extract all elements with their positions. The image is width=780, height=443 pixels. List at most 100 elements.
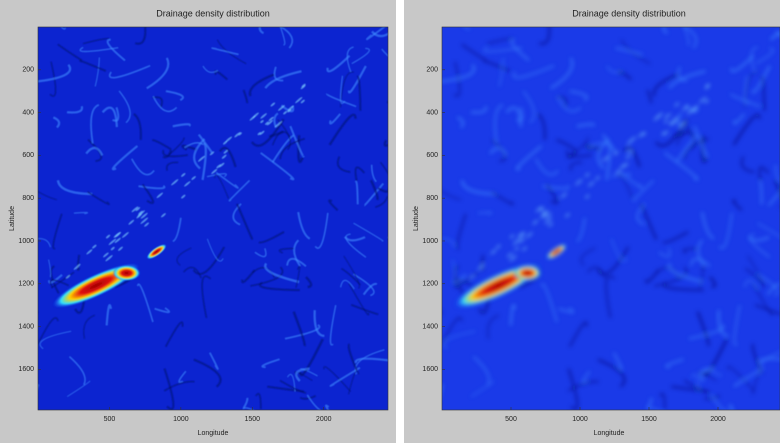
heatmap-ridge [575, 179, 583, 186]
heatmap-streak [483, 46, 523, 53]
heatmap-streak [588, 142, 608, 149]
heatmap-streak [730, 54, 755, 73]
heatmap-streak [460, 179, 497, 196]
heatmap-streak [464, 27, 471, 30]
heatmap-streak [646, 397, 653, 409]
heatmap-streak [289, 125, 305, 158]
heatmap-streak [566, 149, 592, 158]
heatmap-ridge [209, 151, 215, 156]
heatmap-streak [751, 65, 771, 94]
heatmap-streak [683, 137, 709, 160]
heatmap-streak [201, 275, 212, 319]
heatmap-streak [728, 404, 734, 410]
heatmap-streak [341, 267, 361, 286]
heatmap-ridge [518, 232, 526, 238]
heatmap-streak [659, 392, 666, 409]
heatmap-ridge [110, 246, 115, 251]
heatmap-streak [94, 57, 100, 87]
heatmap-streak [550, 57, 574, 90]
heatmap-ridge [114, 232, 122, 238]
heatmap-streak [112, 107, 120, 122]
heatmap-streak [164, 321, 184, 348]
heatmap-streak [461, 43, 487, 62]
heatmap-streak [363, 182, 385, 207]
heatmap-ridge [259, 130, 265, 136]
heatmap-streak [619, 171, 643, 189]
heatmap-streak [545, 183, 559, 205]
heatmap-streak [576, 217, 586, 243]
heatmap-ridge [564, 213, 570, 218]
heatmap-streak [184, 142, 204, 149]
heatmap-ridge [103, 252, 109, 258]
heatmap-streak [442, 191, 461, 201]
heatmap-streak [118, 90, 131, 124]
heatmap-streak [345, 233, 367, 258]
heatmap-ridge [678, 120, 687, 128]
heatmap-streak [494, 104, 504, 144]
heatmap-ridge [260, 120, 264, 124]
heatmap-streak [183, 266, 202, 279]
heatmap-streak [540, 283, 558, 323]
heatmap-streak [498, 57, 504, 87]
heatmap-streak [470, 380, 495, 398]
heatmap-streak [597, 138, 610, 170]
heatmap-streak [248, 73, 275, 97]
heatmap-streak [193, 358, 222, 388]
heatmap-ridge [541, 210, 549, 217]
heatmap-streak [106, 38, 126, 62]
heatmap-streak [758, 166, 770, 181]
heatmap-ridge [477, 263, 485, 270]
heatmap-streak [111, 145, 139, 171]
heatmap-ridge [144, 222, 150, 227]
heatmap-streak [646, 89, 653, 104]
heatmap-ridge [661, 132, 666, 136]
y-tick-label: 200 [426, 67, 438, 74]
heatmap-ridge [525, 231, 533, 238]
heatmap-streak [326, 54, 351, 73]
y-axis-label: Latitude [413, 206, 420, 231]
heatmap-background [442, 27, 780, 410]
heatmap-streak [515, 145, 543, 171]
heatmap-streak [509, 304, 517, 326]
heatmap-streak [83, 314, 96, 339]
heatmap-streak [79, 59, 107, 72]
heatmap-image [442, 27, 780, 410]
heatmap-streak [632, 179, 655, 202]
heatmap-streak [133, 113, 142, 140]
heatmap-streak [770, 31, 780, 41]
heatmap-streak [567, 368, 579, 410]
heatmap-streak [767, 190, 780, 207]
heatmap-streak [76, 254, 81, 271]
heatmap-streak [442, 237, 455, 248]
heatmap-ridge [300, 84, 306, 90]
heatmap-ridge [135, 207, 141, 212]
heatmap-ridge [544, 212, 552, 219]
y-tick-label: 1400 [18, 323, 34, 330]
heatmap-streak [348, 282, 370, 316]
heatmap-streak [351, 47, 370, 65]
heatmap-streak [366, 27, 386, 41]
heatmap-streak [314, 212, 329, 249]
heatmap-ridge [65, 274, 71, 279]
heatmap-streak [356, 75, 362, 111]
heatmap-image [38, 27, 388, 410]
heatmap-streak [610, 172, 632, 178]
heatmap-streak [567, 380, 599, 392]
heatmap-ridge [283, 110, 288, 115]
heatmap-streak [758, 357, 780, 364]
heatmap-ridge [225, 136, 233, 143]
heatmap-streak [749, 233, 771, 258]
heatmap-ridge [532, 219, 539, 225]
x-tick-label: 1000 [572, 416, 588, 423]
heatmap-hotspot [454, 244, 567, 309]
heatmap-streak [727, 366, 756, 392]
heatmap-streak [218, 146, 237, 168]
heatmap-streak [346, 46, 354, 73]
heatmap-streak [90, 104, 100, 144]
heatmap-streak [242, 397, 249, 409]
heatmap-streak [596, 246, 630, 275]
heatmap-streak [605, 275, 616, 319]
y-tick-label: 1600 [18, 366, 34, 373]
heatmap-streak [162, 149, 188, 158]
heatmap-ridge [223, 149, 228, 154]
